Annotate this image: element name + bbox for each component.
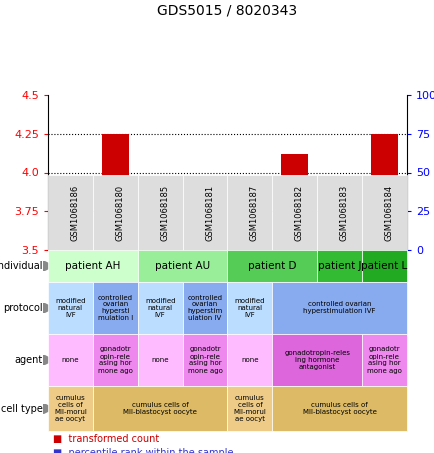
Bar (326, 188, 352, 250)
Text: gonadotr
opin-rele
asing hor
mone ago: gonadotr opin-rele asing hor mone ago (98, 347, 132, 374)
Text: none: none (151, 357, 168, 363)
Text: gonadotropin-reles
ing hormone
antagonist: gonadotropin-reles ing hormone antagonis… (283, 350, 349, 370)
Bar (281, 237, 308, 241)
Text: GSM1068182: GSM1068182 (294, 184, 303, 241)
Text: patient D: patient D (247, 261, 296, 271)
Text: cell type: cell type (1, 404, 43, 414)
Text: ■  transformed count: ■ transformed count (53, 434, 159, 444)
Bar (57, 188, 84, 250)
Text: GSM1068181: GSM1068181 (204, 184, 214, 241)
Text: cumulus
cells of
MII-morul
ae oocyt: cumulus cells of MII-morul ae oocyt (54, 395, 87, 422)
Text: gonadotr
opin-rele
asing hor
mone ago: gonadotr opin-rele asing hor mone ago (187, 347, 222, 374)
Text: cumulus
cells of
MII-morul
ae oocyt: cumulus cells of MII-morul ae oocyt (233, 395, 266, 422)
Text: controlled
ovarian
hyperstim
ulation IV: controlled ovarian hyperstim ulation IV (187, 294, 222, 322)
Bar (191, 237, 218, 241)
Text: GSM1068184: GSM1068184 (384, 184, 393, 241)
Bar (57, 237, 84, 241)
Text: none: none (240, 357, 258, 363)
Polygon shape (43, 261, 53, 271)
Text: patient AH: patient AH (65, 261, 120, 271)
Bar (326, 237, 352, 241)
Text: cumulus cells of
MII-blastocyst oocyte: cumulus cells of MII-blastocyst oocyte (123, 402, 197, 415)
Text: controlled ovarian
hyperstimulation IVF: controlled ovarian hyperstimulation IVF (303, 302, 375, 314)
Text: GSM1068183: GSM1068183 (339, 184, 348, 241)
Text: individual: individual (0, 261, 43, 271)
Text: patient L: patient L (361, 261, 407, 271)
Polygon shape (43, 355, 53, 365)
Text: GDS5015 / 8020343: GDS5015 / 8020343 (157, 3, 297, 17)
Text: patient AU: patient AU (155, 261, 210, 271)
Bar (236, 207, 263, 250)
Text: protocol: protocol (3, 303, 43, 313)
Bar (146, 238, 173, 250)
Polygon shape (43, 303, 53, 313)
Bar (370, 134, 397, 250)
Text: gonadotr
opin-rele
asing hor
mone ago: gonadotr opin-rele asing hor mone ago (366, 347, 401, 374)
Text: agent: agent (15, 355, 43, 365)
Text: cumulus cells of
MII-blastocyst oocyte: cumulus cells of MII-blastocyst oocyte (302, 402, 376, 415)
Text: ■  percentile rank within the sample: ■ percentile rank within the sample (53, 448, 233, 453)
Bar (236, 237, 263, 241)
Bar (281, 154, 308, 250)
Text: GSM1068180: GSM1068180 (115, 184, 124, 241)
Bar (370, 237, 397, 241)
Text: modified
natural
IVF: modified natural IVF (55, 298, 85, 318)
Text: modified
natural
IVF: modified natural IVF (234, 298, 265, 318)
Text: GSM1068186: GSM1068186 (70, 184, 79, 241)
Text: modified
natural
IVF: modified natural IVF (145, 298, 175, 318)
Text: none: none (62, 357, 79, 363)
Bar (191, 213, 218, 250)
Text: patient J: patient J (317, 261, 361, 271)
Bar (102, 237, 128, 241)
Bar (146, 242, 173, 246)
Text: GSM1068185: GSM1068185 (160, 184, 169, 241)
Polygon shape (43, 404, 53, 414)
Bar (102, 134, 128, 250)
Text: GSM1068187: GSM1068187 (250, 184, 258, 241)
Text: controlled
ovarian
hypersti
mulation I: controlled ovarian hypersti mulation I (98, 294, 133, 322)
